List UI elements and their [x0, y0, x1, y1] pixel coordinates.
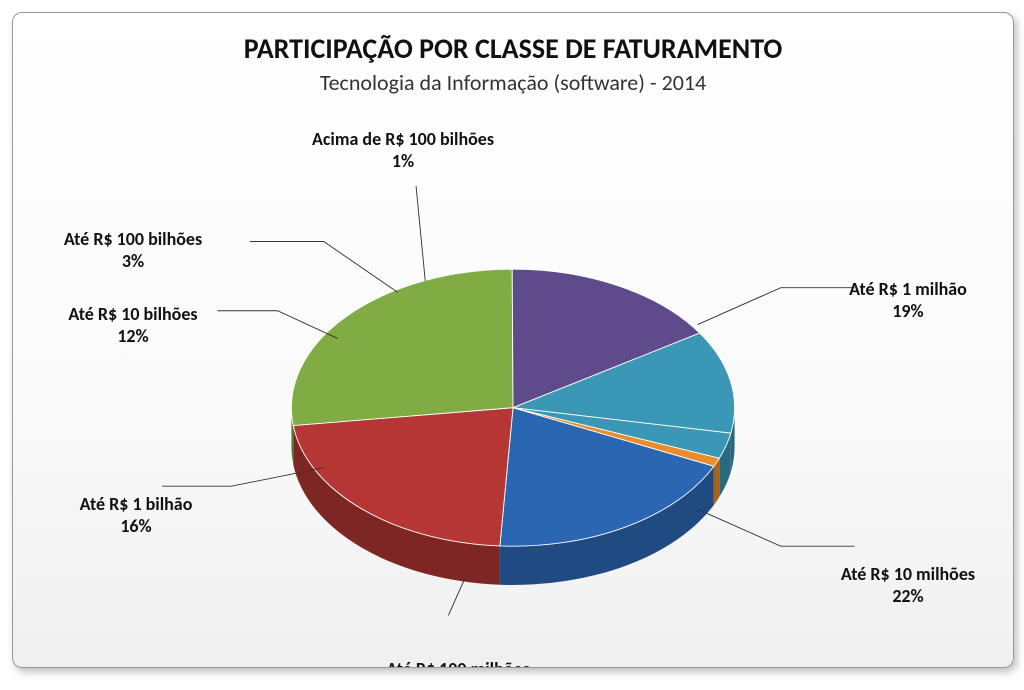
- leader-ate-10-milhoes: [698, 509, 855, 546]
- leader-acima-100-bilhoes: [416, 186, 425, 281]
- leader-ate-1-milhao: [698, 288, 855, 325]
- chart-card: PARTICIPAÇÃO POR CLASSE DE FATURAMENTO T…: [12, 12, 1014, 668]
- chart-title: PARTICIPAÇÃO POR CLASSE DE FATURAMENTO: [13, 31, 1013, 66]
- pie-svg: [13, 103, 1013, 657]
- leader-ate-100-bilhoes: [250, 242, 398, 293]
- pie-slice-ate-10-milhoes: [293, 408, 513, 546]
- label-ate-100-milhoes: Até R$ 100 milhões27%: [343, 658, 573, 668]
- pie-chart: Até R$ 1 milhão19%Até R$ 10 milhões22%At…: [13, 103, 1013, 657]
- chart-subtitle: Tecnologia da Informação (software) - 20…: [13, 69, 1013, 96]
- leader-ate-10-bilhoes: [218, 311, 338, 339]
- label-text-ate-100-milhoes: Até R$ 100 milhões: [343, 658, 573, 668]
- pie-slice-ate-100-milhoes: [291, 269, 513, 425]
